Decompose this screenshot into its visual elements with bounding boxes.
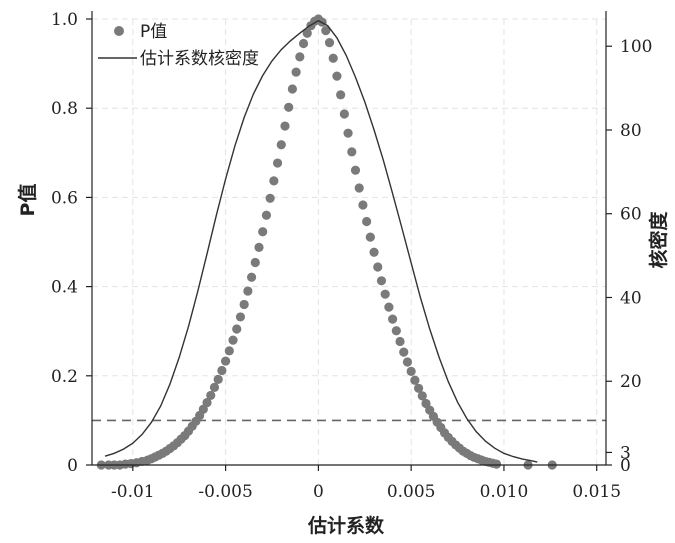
p-value-point	[332, 71, 342, 81]
p-value-point	[213, 374, 223, 384]
p-value-point	[417, 391, 427, 401]
p-value-point	[369, 247, 379, 257]
p-value-point	[373, 262, 383, 272]
y-tick-label-right: 60	[620, 205, 642, 225]
y-tick-label-right: 0	[620, 456, 631, 476]
x-tick-label: -0.01	[111, 482, 155, 502]
y-tick-label-right: 20	[620, 372, 642, 392]
density-line	[104, 19, 538, 463]
p-value-point	[239, 299, 249, 310]
p-value-point	[491, 459, 502, 469]
p-value-point	[265, 193, 275, 203]
p-value-point	[321, 25, 331, 36]
legend: P值 估计系数核密度	[98, 22, 259, 69]
p-value-point	[276, 140, 286, 150]
y-tick-label-left: 0.6	[51, 188, 78, 208]
p-value-point	[298, 38, 309, 49]
x-tick-label: 0.015	[572, 482, 621, 502]
p-value-point	[362, 216, 372, 227]
p-value-point	[388, 314, 398, 324]
p-value-point	[261, 210, 272, 220]
x-tick-label: 0	[313, 482, 324, 502]
p-value-point	[272, 158, 283, 168]
p-value-point	[254, 242, 264, 252]
p-value-point	[280, 121, 290, 131]
p-value-point	[328, 53, 338, 63]
x-tick-label: 0.005	[387, 482, 436, 502]
p-value-point	[399, 347, 409, 357]
p-value-point	[269, 176, 279, 186]
p-value-point	[365, 232, 375, 242]
p-value-point	[291, 67, 301, 77]
y-tick-label-left: 1.0	[51, 10, 78, 30]
p-value-point	[232, 324, 242, 334]
p-value-point	[302, 28, 312, 38]
p-value-point	[324, 38, 335, 48]
p-value-point	[235, 312, 246, 322]
y-tick-label-right: 40	[620, 288, 642, 308]
p-value-point	[343, 128, 353, 138]
p-value-point	[243, 286, 253, 296]
y-tick-label-right: 100	[620, 37, 652, 57]
p-value-point	[287, 84, 298, 94]
p-value-points	[96, 14, 557, 470]
legend-label-points: P值	[140, 22, 167, 42]
grid-lines	[92, 18, 606, 466]
p-value-point	[258, 227, 268, 237]
p-value-point	[380, 289, 390, 299]
y-tick-label-right: 3	[620, 443, 631, 463]
y-axis-title-left: P值	[16, 184, 39, 217]
p-value-point	[413, 383, 424, 393]
p-value-point	[221, 356, 231, 366]
p-value-point	[421, 398, 431, 409]
x-tick-label: 0.010	[480, 482, 529, 502]
y-ticks-right: 03 20 40 60 80 100	[606, 37, 652, 476]
p-value-point	[347, 147, 357, 157]
p-value-point	[228, 335, 238, 345]
y-tick-label-left: 0.8	[51, 99, 78, 119]
p-value-point	[209, 382, 220, 392]
p-value-point	[410, 375, 420, 385]
p-value-point	[336, 90, 346, 100]
p-value-point	[202, 397, 212, 408]
p-value-point	[250, 257, 260, 268]
p-value-point	[246, 272, 257, 282]
p-value-point	[339, 109, 349, 119]
x-ticks: -0.01 -0.005 0 0.005 0.010 0.015	[111, 465, 621, 502]
p-value-point	[376, 276, 387, 286]
x-axis-title: 估计系数	[307, 514, 385, 537]
x-tick-label: -0.005	[198, 482, 252, 502]
p-value-point	[406, 366, 416, 376]
y-tick-label-left: 0.4	[51, 278, 78, 298]
p-value-point	[350, 165, 361, 175]
axes	[91, 11, 607, 466]
legend-label-line: 估计系数核密度	[140, 49, 259, 69]
p-value-point	[284, 102, 294, 112]
y-tick-label-right: 80	[620, 121, 642, 141]
p-value-point	[384, 302, 394, 312]
p-value-point	[224, 346, 234, 356]
p-value-point	[402, 357, 413, 367]
p-value-point	[206, 390, 216, 401]
p-value-point	[217, 365, 227, 376]
p-value-point	[358, 200, 368, 210]
p-value-point	[354, 183, 364, 193]
p-value-point	[198, 404, 208, 414]
p-value-point	[395, 336, 405, 347]
y-tick-label-left: 0.2	[51, 367, 78, 387]
p-value-point	[295, 52, 305, 62]
y-axis-title-right: 核密度	[647, 211, 670, 269]
y-tick-label-left: 0	[67, 456, 78, 476]
p-value-point	[391, 326, 401, 336]
y-ticks-left: 0 0.2 0.4 0.6 0.8 1.0	[51, 10, 92, 476]
legend-marker-points	[114, 26, 124, 36]
